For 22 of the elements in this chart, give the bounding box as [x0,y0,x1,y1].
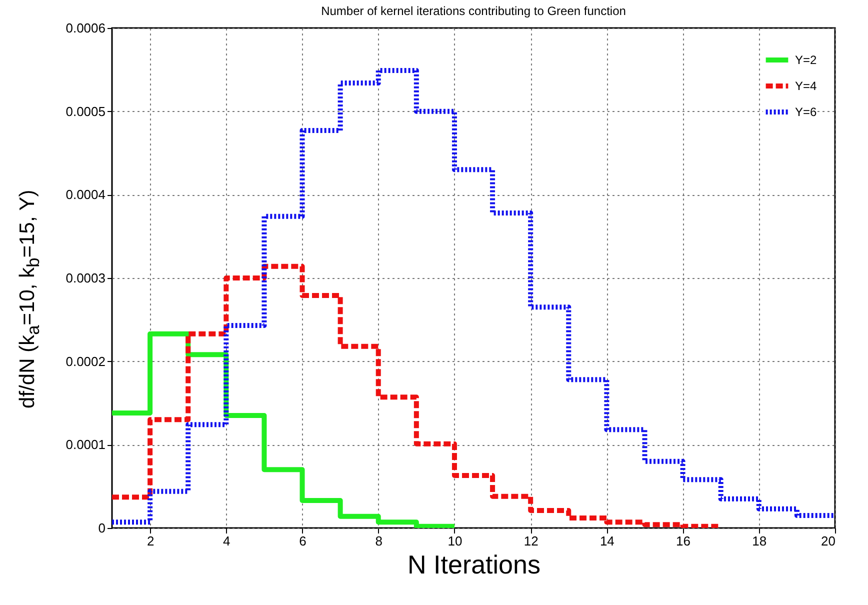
legend-label: Y=4 [795,79,818,93]
y-tick-label: 0.0004 [66,187,106,202]
y-tick-label: 0.0003 [66,270,106,286]
y-tick-label: 0.0001 [66,437,106,452]
x-tick-label: 8 [375,534,382,548]
chart-title: Number of kernel iterations contributing to Green function [321,4,626,18]
x-tick-label: 10 [448,534,462,548]
legend-label: Y=2 [795,53,818,67]
legend-label: Y=6 [795,105,818,119]
x-tick-label: 4 [223,534,230,548]
x-tick-label: 14 [600,534,614,548]
x-axis-title: N Iterations [408,550,540,580]
y-tick-label: 0 [98,520,106,536]
y-tick-label: 0.0002 [66,354,106,369]
y-tick-label: 0.0006 [66,20,106,36]
y-tick-label: 0.0005 [66,104,106,119]
x-tick-label: 2 [146,534,154,548]
x-tick-label: 18 [752,534,767,548]
x-tick-label: 16 [676,534,691,548]
x-tick-label: 20 [821,534,836,548]
x-tick-label: 6 [299,534,306,548]
x-tick-label: 12 [524,534,538,548]
